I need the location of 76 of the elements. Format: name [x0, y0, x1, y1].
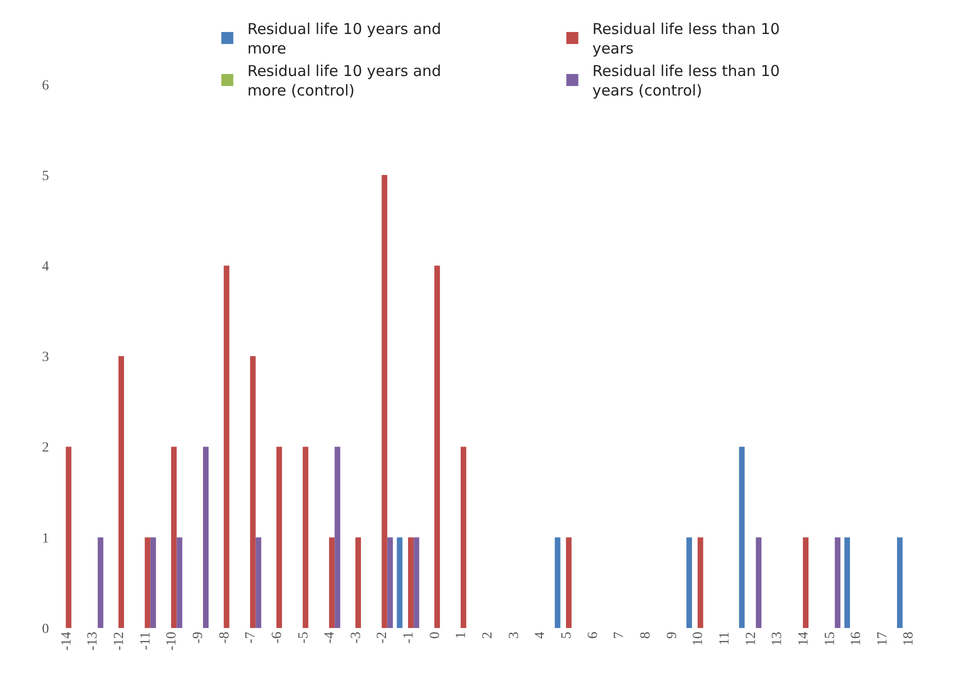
bar — [566, 537, 572, 628]
bar — [171, 446, 177, 628]
bar — [460, 446, 466, 628]
x-tick-label: 17 — [875, 632, 890, 646]
legend-label: Residual life less than 10 years (control) — [592, 62, 780, 100]
bar — [756, 537, 762, 628]
legend-label: Residual life 10 years and more — [247, 20, 442, 58]
x-tick-label: -4 — [322, 632, 338, 644]
bar — [434, 266, 440, 628]
x-tick-label: 3 — [506, 632, 522, 639]
bar — [98, 537, 104, 628]
y-tick-label: 2 — [42, 440, 49, 456]
bar — [414, 537, 420, 628]
bar — [396, 537, 402, 628]
x-tick-label: -2 — [375, 632, 390, 644]
bar — [739, 446, 745, 628]
x-tick-label: 4 — [533, 632, 548, 639]
x-tick-label: -7 — [244, 632, 259, 644]
x-tick-label: -1 — [402, 632, 417, 644]
bar — [355, 537, 361, 628]
x-tick-label: 5 — [560, 632, 575, 639]
bar — [144, 537, 150, 628]
x-tick-label: -5 — [296, 632, 312, 644]
x-tick-label: 15 — [822, 632, 838, 646]
y-tick-label: 5 — [42, 168, 49, 184]
legend-label: Residual life less than 10 years — [592, 20, 780, 58]
x-tick-label: 9 — [664, 632, 680, 639]
x-tick-label: 12 — [744, 632, 759, 646]
x-tick-label: -13 — [86, 632, 101, 650]
bar — [118, 356, 124, 628]
bar — [224, 266, 230, 628]
bar — [176, 537, 182, 628]
x-tick-label: 18 — [902, 632, 917, 646]
bar — [276, 446, 282, 628]
y-tick-label: 3 — [42, 350, 49, 366]
x-tick-label: 11 — [717, 632, 732, 646]
bar — [834, 537, 840, 628]
bar — [203, 446, 209, 628]
bar — [686, 537, 692, 628]
legend-label: Residual life 10 years and more (control) — [247, 62, 442, 100]
x-tick-label: 6 — [586, 632, 601, 639]
x-tick-label: 1 — [454, 632, 470, 639]
y-tick-label: 6 — [42, 78, 49, 94]
bar — [334, 446, 340, 628]
bar — [382, 174, 388, 628]
x-tick-label: 13 — [770, 632, 786, 646]
y-tick-label: 4 — [42, 259, 49, 274]
x-tick-label: 14 — [796, 632, 812, 646]
bar — [554, 537, 560, 628]
x-tick-label: 8 — [638, 632, 654, 639]
x-tick-label: 7 — [612, 632, 628, 639]
x-tick-label: 16 — [849, 632, 864, 646]
bar — [250, 356, 256, 628]
bar — [802, 537, 808, 628]
x-tick-label: -3 — [348, 632, 364, 644]
bar — [387, 537, 393, 628]
x-tick-label: 10 — [691, 632, 706, 646]
bar — [66, 446, 72, 628]
x-tick-label: -8 — [217, 632, 232, 644]
bar — [150, 537, 156, 628]
x-tick-label: -14 — [59, 632, 74, 650]
bar — [698, 537, 704, 628]
x-tick-label: -10 — [164, 632, 180, 650]
x-tick-label: -6 — [270, 632, 285, 644]
bar — [302, 446, 308, 628]
bar — [897, 537, 903, 628]
y-tick-label: 1 — [42, 531, 49, 546]
x-tick-label: -9 — [190, 632, 206, 644]
x-tick-label: 0 — [428, 632, 443, 639]
bar — [844, 537, 850, 628]
x-tick-label: -12 — [112, 632, 127, 650]
bar — [256, 537, 262, 628]
x-tick-label: 2 — [480, 632, 496, 639]
x-tick-label: -11 — [138, 632, 154, 650]
bar — [408, 537, 414, 628]
bar — [329, 537, 335, 628]
